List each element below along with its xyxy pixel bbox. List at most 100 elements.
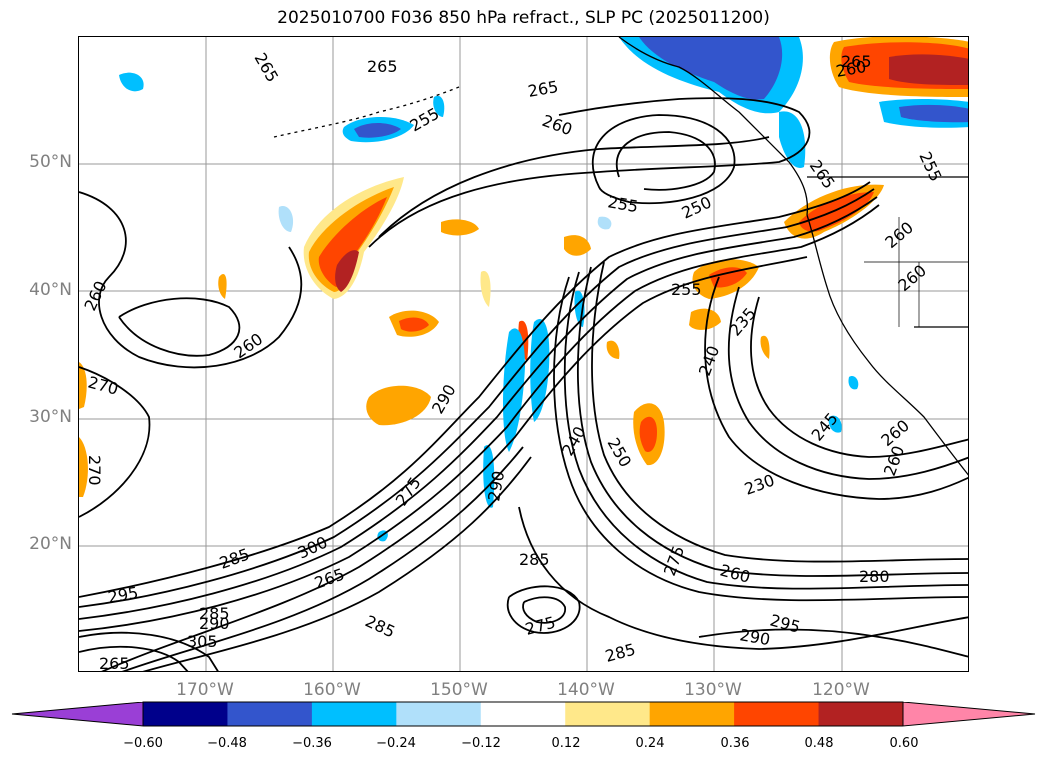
colorbar-extend-high <box>903 702 1035 726</box>
colorbar-tick-label: 0.48 <box>804 736 834 751</box>
map-svg: 265 265 265 260 255 255 250 260 265 255 … <box>79 37 968 672</box>
colorbar-tick-label: 0.12 <box>551 736 581 751</box>
shade-pos-small1 <box>441 219 479 236</box>
colorbar-tick-label: 0.60 <box>889 736 919 751</box>
lat-label-30n: 30°N <box>29 407 72 427</box>
contour-sw-loop-2 <box>522 596 566 624</box>
colorbar-outline <box>11 701 1036 727</box>
contour-jet-1 <box>79 181 871 598</box>
colorbar-segment <box>143 702 228 726</box>
contour-label: 305 <box>187 632 218 651</box>
shade-neg-alaska-light <box>779 111 806 168</box>
lon-label-150w: 150°W <box>430 680 488 700</box>
colorbar-tick-label: −0.12 <box>461 736 501 751</box>
colorbar <box>11 701 1036 727</box>
contour-south-ridge-1 <box>553 276 968 602</box>
shade-pos-small3 <box>218 273 227 299</box>
colorbar-extend-low <box>12 702 143 726</box>
colorbar-segment <box>818 702 904 726</box>
contour-jet-4 <box>79 204 880 632</box>
lat-label-40n: 40°N <box>29 280 72 300</box>
contour-label: 280 <box>859 567 890 586</box>
shade-pos-small7 <box>760 335 770 359</box>
contour-jet-3 <box>79 196 878 620</box>
shade-neg-small1 <box>119 72 144 92</box>
contour-label: 265 <box>99 654 130 672</box>
coastlines <box>273 37 968 476</box>
shade-neg-alaska-inner <box>639 37 783 100</box>
contour-south-ridge-4 <box>591 261 968 563</box>
contour-sw-loop <box>506 585 581 634</box>
lon-label-130w: 130°W <box>684 680 742 700</box>
colorbar-segment <box>480 702 566 726</box>
shade-neg-aleutian-inner <box>354 123 401 138</box>
colorbar-tick-label: −0.60 <box>123 736 163 751</box>
colorbar-segment <box>649 702 735 726</box>
contour-sw-corner <box>79 645 189 671</box>
colorbar-tick-label: −0.24 <box>376 736 416 751</box>
contour-south-ridge-2 <box>563 271 968 590</box>
shade-pos-mid3-inner <box>399 317 429 332</box>
shade-neg-plume2 <box>530 319 550 422</box>
shade-pos-west-edge2 <box>79 437 88 497</box>
contours <box>79 97 968 671</box>
shade-pos-ne-corner-max <box>889 54 968 85</box>
contour-south-ridge-3 <box>577 266 968 577</box>
contour-trough-east <box>704 276 968 500</box>
contour-label: 290 <box>199 614 230 633</box>
shade-neg-small6 <box>848 376 859 390</box>
contour-label: 270 <box>85 455 104 486</box>
coast-alaska <box>618 37 809 216</box>
contour-jet-2 <box>79 188 875 608</box>
shade-pos-mid1-inner <box>709 267 747 288</box>
contour-se-1 <box>698 628 968 658</box>
border-states <box>864 217 968 327</box>
gridlines <box>79 37 968 671</box>
contour-label: 265 <box>367 57 398 76</box>
lat-label-50n: 50°N <box>29 152 72 172</box>
shade-pos-small6 <box>689 308 721 330</box>
contour-south-ridge-5 <box>518 506 968 650</box>
lon-label-170w: 170°W <box>176 680 234 700</box>
colorbar-tick-label: −0.36 <box>292 736 332 751</box>
colorbar-tick-label: 0.24 <box>635 736 665 751</box>
colorbar-tick-label: −0.48 <box>207 736 247 751</box>
shade-pos-nw-plume-max <box>335 250 359 292</box>
colorbar-segment <box>227 702 313 726</box>
contour-west-270 <box>79 366 151 518</box>
shade-neg-ne-inner <box>899 104 968 123</box>
lon-label-160w: 160°W <box>303 680 361 700</box>
shade-pos-west-edge <box>79 362 87 409</box>
shade-pos-south-inner <box>639 416 657 453</box>
contour-aleutian-low <box>368 97 811 248</box>
contour-label: 255 <box>671 280 702 299</box>
shade-neg-small4 <box>828 415 842 433</box>
colorbar-segments <box>12 702 1035 726</box>
shade-neg-small3 <box>433 95 445 117</box>
colorbar-segment <box>396 702 482 726</box>
contour-gulf-ring <box>592 114 736 205</box>
contour-trough-east-3 <box>750 296 968 458</box>
contour-west-265 <box>118 297 241 357</box>
contour-gulf-ring-2 <box>616 131 716 191</box>
shade-pos-coast-inner <box>799 192 874 232</box>
shade-pos-small8 <box>606 340 620 359</box>
shade-pos-small2 <box>564 235 591 256</box>
lat-label-20n: 20°N <box>29 534 72 554</box>
shade-neg-plume3 <box>483 445 495 508</box>
shading-negative <box>119 37 968 542</box>
map-title: 2025010700 F036 850 hPa refract., SLP PC… <box>277 8 770 28</box>
shade-neg-small5 <box>597 216 612 230</box>
shade-pos-small5 <box>480 271 491 307</box>
coast-bc-us <box>806 214 968 476</box>
colorbar-tick-label: 0.36 <box>720 736 750 751</box>
contour-label: 285 <box>199 604 230 623</box>
colorbar-segment <box>311 702 397 726</box>
shade-pos-mid2 <box>366 385 431 426</box>
colorbar-segment <box>565 702 651 726</box>
contour-trough-east-2 <box>727 286 968 480</box>
colorbar-segment <box>734 702 820 726</box>
contour-sw-corner-2 <box>79 631 219 671</box>
map-panel: 265 265 265 260 255 255 250 260 265 255 … <box>78 36 969 672</box>
contour-label: 265 <box>841 52 872 71</box>
